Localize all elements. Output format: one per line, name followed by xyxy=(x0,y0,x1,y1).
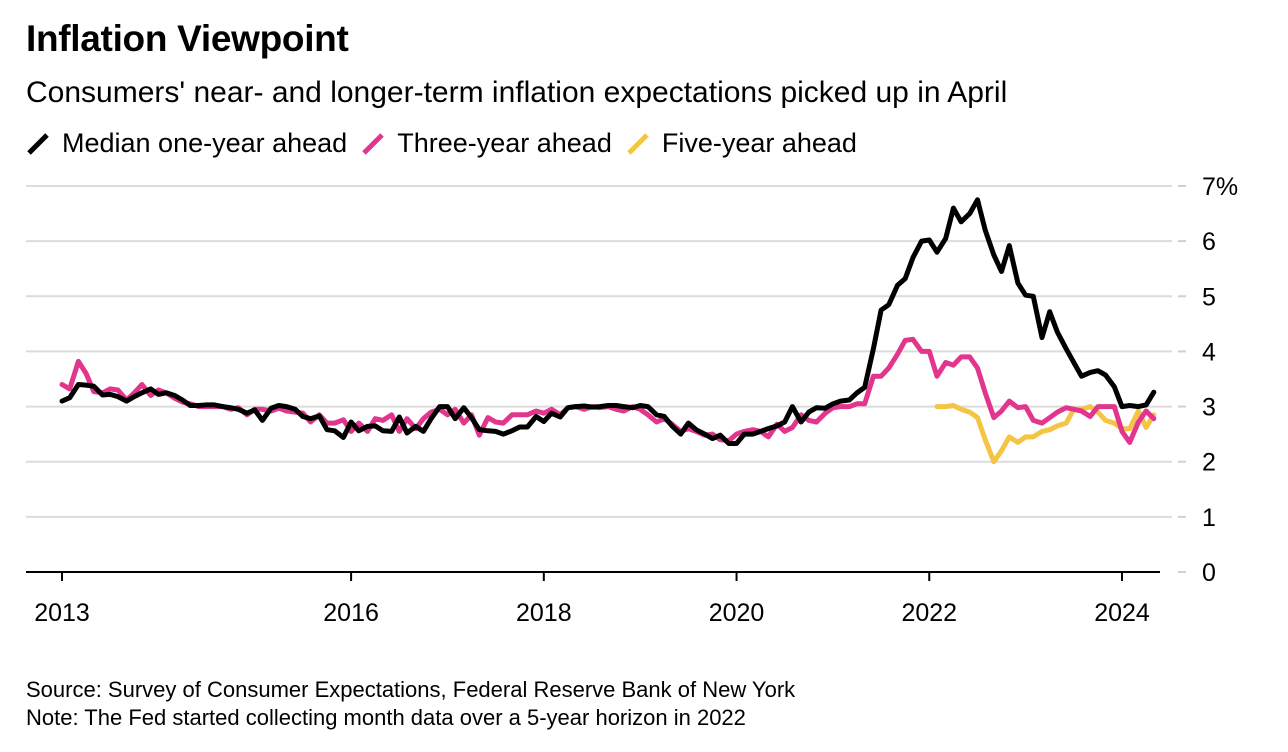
series-line-three-year xyxy=(59,336,1157,445)
series-line-one-year xyxy=(59,197,1157,446)
x-tick-label: 2018 xyxy=(516,599,572,627)
legend-item-five-year: Five-year ahead xyxy=(626,128,857,159)
y-tick-label: 6 xyxy=(1202,228,1216,256)
x-tick-label: 2020 xyxy=(709,599,765,627)
y-tick-label: 5 xyxy=(1202,283,1216,311)
legend: Median one-year ahead Three-year ahead F… xyxy=(26,128,871,159)
chart-subtitle: Consumers' near- and longer-term inflati… xyxy=(26,76,1008,109)
x-tick-label: 2016 xyxy=(323,599,379,627)
legend-item-three-year: Three-year ahead xyxy=(361,128,612,159)
x-tick-label: 2013 xyxy=(34,599,90,627)
y-tick-label: 4 xyxy=(1202,338,1216,366)
y-tick-label: 1 xyxy=(1202,504,1216,532)
chart-title: Inflation Viewpoint xyxy=(26,18,349,59)
y-tick-label: 3 xyxy=(1202,394,1216,422)
line-chart: 0 1 2 3 4 5 6 7% 2013 2016 2018 2020 2022 2024 xyxy=(26,173,1238,627)
source-note: Source: Survey of Consumer Expectations,… xyxy=(26,677,796,702)
legend-swatch-five-year xyxy=(626,132,650,156)
legend-swatch-one-year xyxy=(26,132,50,156)
y-tick-label: 7% xyxy=(1202,173,1238,201)
methodology-note: Note: The Fed started collecting month d… xyxy=(26,705,746,730)
y-tick-label: 2 xyxy=(1202,449,1216,477)
legend-swatch-three-year xyxy=(361,132,385,156)
x-tick-label: 2024 xyxy=(1094,599,1150,627)
x-tick-label: 2022 xyxy=(901,599,957,627)
y-tick-label: 0 xyxy=(1202,559,1216,587)
legend-label-three-year: Three-year ahead xyxy=(397,128,612,158)
legend-item-one-year: Median one-year ahead xyxy=(26,128,347,159)
footnotes: Source: Survey of Consumer Expectations,… xyxy=(26,676,795,732)
legend-label-one-year: Median one-year ahead xyxy=(62,128,348,158)
legend-label-five-year: Five-year ahead xyxy=(661,128,857,158)
